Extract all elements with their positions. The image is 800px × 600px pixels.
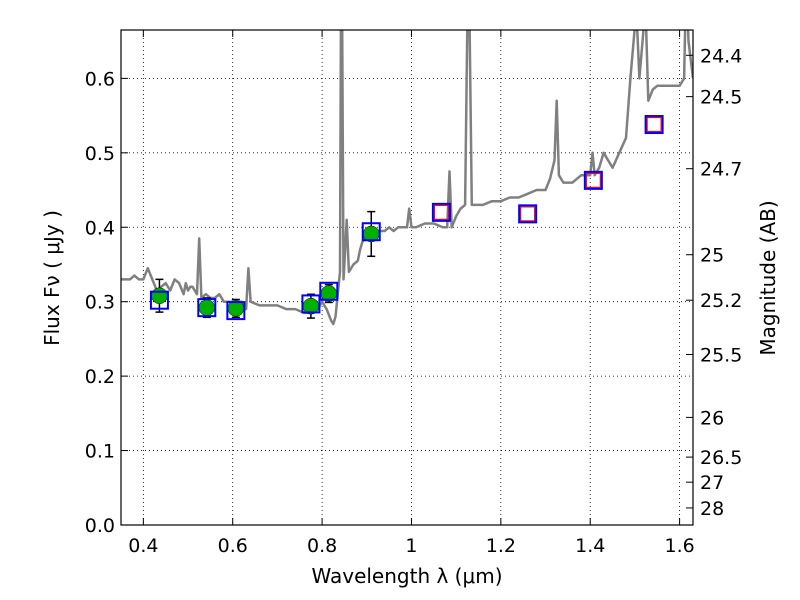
x-tick-label-0: 0.4 [128,535,158,557]
spectrum-line [121,30,693,326]
y2-tick-label-1: 24.5 [700,87,742,109]
upper-limit-marker-3 [646,116,662,133]
y2-axis-label: Magnitude (AB) [756,200,780,355]
x-tick-label-6: 1.6 [664,535,694,557]
model-point-8 [583,170,603,190]
y2-tick-label-8: 27 [700,472,724,494]
plot-frame [120,29,694,526]
model-point-7 [518,204,538,224]
y2-tick-label-7: 26.5 [700,447,742,469]
y2-tick-label-4: 25.2 [700,290,742,312]
observed-point-0 [151,287,168,304]
y-tick-label-4: 0.4 [85,217,115,239]
observed-point-1 [198,299,216,316]
model-point-5 [361,222,381,242]
y-tick-label-3: 0.3 [85,292,115,314]
upper-limit-marker-1 [520,206,536,222]
x-axis-label: Wavelength λ (μm) [311,564,502,588]
y-tick-label-5: 0.5 [85,143,115,165]
x-tick-label-4: 1.2 [486,535,516,557]
y-tick-label-1: 0.1 [85,441,115,463]
y2-tick-label-6: 26 [700,407,724,429]
x-tick-label-2: 0.8 [307,535,337,557]
x-tick-label-5: 1.4 [575,535,605,557]
y-tick-label-6: 0.6 [85,68,115,90]
upper-limit-marker-0 [433,204,450,220]
model-point-2 [226,301,246,321]
model-point-6 [431,202,451,222]
x-tick-label-3: 1 [405,535,417,557]
upper-limit-marker-2 [585,172,601,188]
model-point-1 [197,298,217,318]
x-tick-label-1: 0.6 [218,535,248,557]
model-point-9 [644,115,664,135]
y-tick-label-0: 0.0 [85,515,115,537]
y2-tick-label-2: 24.7 [700,159,742,181]
model-point-4 [319,281,339,301]
axes: 0.4 0.6 0.8 1 1.2 1.4 1.6 0.0 0.1 0.2 0.3 0.4 0.5 0.6… [85,29,742,557]
y2-tick-label-9: 28 [700,498,724,520]
y2-tick-label-3: 25 [700,245,724,267]
model-point-0 [149,290,169,310]
plot-area [121,30,693,326]
y2-tick-label-0: 24.4 [700,45,742,67]
y-axis-label: Flux Fν ( μJy ) [40,210,64,346]
y-tick-label-2: 0.2 [85,366,115,388]
y2-tick-label-5: 25.5 [700,344,742,366]
grid [121,30,693,526]
model-point-3 [301,294,321,314]
